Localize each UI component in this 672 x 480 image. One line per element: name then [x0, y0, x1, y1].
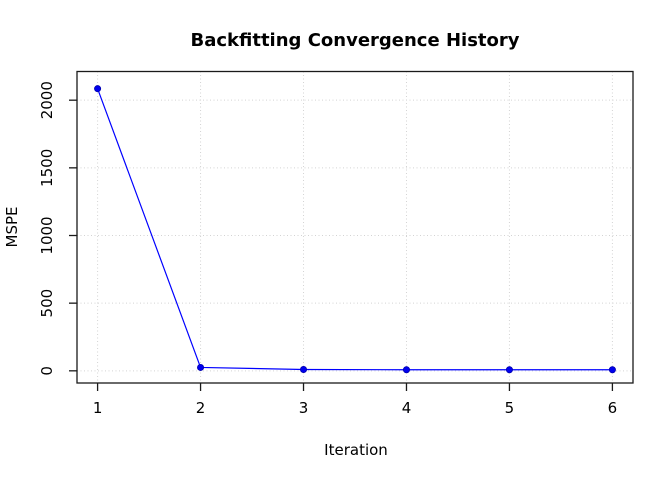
- y-tick-label: 2000: [38, 81, 56, 119]
- data-point: [300, 365, 308, 373]
- x-axis-title: Iteration: [324, 441, 388, 459]
- x-tick-label: 1: [93, 399, 103, 417]
- x-tick-label: 5: [505, 399, 515, 417]
- x-tick-label: 4: [402, 399, 412, 417]
- data-point: [94, 85, 102, 93]
- data-point: [197, 363, 205, 371]
- data-point: [505, 366, 513, 374]
- y-tick-label: 0: [38, 366, 56, 376]
- mspe-line: [97, 88, 613, 371]
- chart-title: Backfitting Convergence History: [191, 30, 520, 51]
- x-tick-label: 2: [196, 399, 206, 417]
- y-axis-title: MSPE: [3, 207, 21, 248]
- grid-layer: [77, 71, 633, 383]
- axis-layer: 1 2 3 4 5 6 0 500 1000 1500 2000: [38, 70, 634, 417]
- data-point: [608, 366, 616, 374]
- plot-box: [76, 70, 634, 384]
- x-tick-label: 6: [608, 399, 618, 417]
- x-tick-label: 3: [299, 399, 309, 417]
- series-layer: [94, 85, 616, 374]
- y-tick-label: 1000: [38, 216, 56, 254]
- data-point: [402, 366, 410, 374]
- y-tick-label: 500: [38, 289, 56, 318]
- y-tick-label: 1500: [38, 149, 56, 187]
